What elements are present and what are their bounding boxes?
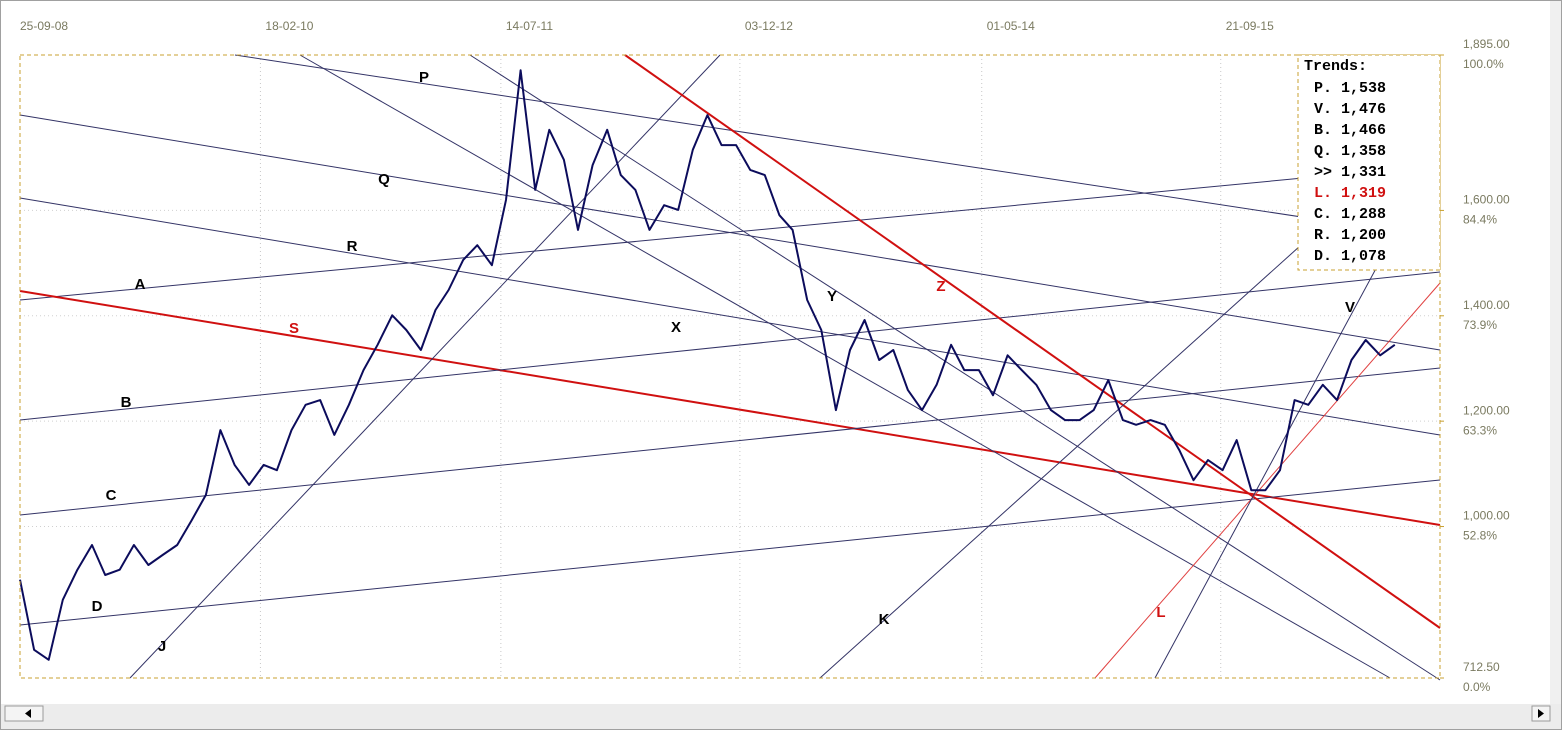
trend-label: Z <box>936 278 945 295</box>
trend-line <box>19 197 1441 436</box>
trend-label: X <box>671 319 681 336</box>
trend-line <box>19 271 1441 421</box>
scroll-left-arrow[interactable] <box>25 709 31 718</box>
trend-row: L. 1,319 <box>1314 185 1386 202</box>
trend-row: >> 1,331 <box>1314 164 1386 181</box>
scrollbar[interactable] <box>1 704 1561 729</box>
trend-line <box>624 54 1441 629</box>
y-tick-percent: 100.0% <box>1463 57 1504 71</box>
trend-line <box>19 290 1441 526</box>
trend-line <box>19 479 1441 626</box>
trends-title: Trends: <box>1304 58 1367 75</box>
trend-line <box>299 54 1391 679</box>
trend-label: B <box>121 394 132 411</box>
trend-line <box>19 367 1441 516</box>
trend-row: Q. 1,358 <box>1314 143 1386 160</box>
y-tick-label: 1,200.00 <box>1463 403 1510 417</box>
x-tick-label: 21-09-15 <box>1226 19 1274 33</box>
trend-row: P. 1,538 <box>1314 80 1386 97</box>
trend-label: J <box>158 638 166 655</box>
trend-label: K <box>879 611 890 628</box>
y-tick-percent: 73.9% <box>1463 318 1497 332</box>
trend-label: D <box>92 598 103 615</box>
trend-row: C. 1,288 <box>1314 206 1386 223</box>
trend-row: V. 1,476 <box>1314 101 1386 118</box>
y-tick-label: 1,000.00 <box>1463 509 1510 523</box>
x-tick-label: 14-07-11 <box>506 19 553 33</box>
trend-line <box>469 54 1441 681</box>
trend-line <box>129 54 721 679</box>
y-tick-label: 1,400.00 <box>1463 298 1510 312</box>
x-tick-label: 01-05-14 <box>987 19 1035 33</box>
side-bar <box>1550 1 1561 704</box>
trend-label: R <box>347 238 358 255</box>
trend-line <box>234 54 1441 239</box>
price-line <box>19 69 1396 661</box>
y-tick-label: 712.50 <box>1463 660 1500 674</box>
scroll-thumb[interactable] <box>4 705 44 722</box>
x-tick-label: 18-02-10 <box>265 19 313 33</box>
trend-label: P <box>419 69 429 86</box>
scroll-right-arrow[interactable] <box>1538 709 1544 718</box>
trend-label: L <box>1156 604 1165 621</box>
x-tick-label: 25-09-08 <box>20 19 68 33</box>
y-tick-percent: 84.4% <box>1463 213 1497 227</box>
trend-label: Q <box>378 171 390 188</box>
y-tick-percent: 63.3% <box>1463 423 1497 437</box>
y-tick-percent: 52.8% <box>1463 529 1497 543</box>
trend-line <box>1094 282 1441 679</box>
y-tick-label: 1,895.00 <box>1463 37 1510 51</box>
trend-row: D. 1,078 <box>1314 248 1386 265</box>
trends-box <box>1297 54 1441 271</box>
plot <box>19 54 1441 681</box>
trend-label: A <box>135 276 146 293</box>
plot-border <box>19 54 1441 679</box>
trend-label: S <box>289 320 299 337</box>
trend-label: V <box>1345 299 1355 316</box>
trend-row: B. 1,466 <box>1314 122 1386 139</box>
trend-label: Y <box>827 288 837 305</box>
y-tick-percent: 0.0% <box>1463 680 1491 694</box>
trend-line <box>19 164 1441 301</box>
trend-row: R. 1,200 <box>1314 227 1386 244</box>
y-tick-label: 1,600.00 <box>1463 193 1510 207</box>
trend-label: C <box>106 487 117 504</box>
x-tick-label: 03-12-12 <box>745 19 793 33</box>
